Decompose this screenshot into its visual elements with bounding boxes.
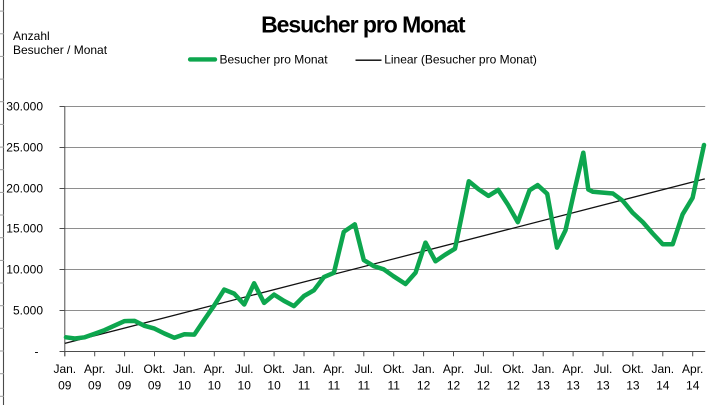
svg-text:20.000: 20.000 [6, 182, 43, 196]
svg-text:Jan.: Jan. [412, 362, 435, 376]
svg-text:12: 12 [447, 379, 461, 393]
svg-text:Besucher pro Monat: Besucher pro Monat [220, 53, 329, 67]
svg-text:09: 09 [58, 379, 72, 393]
svg-text:-: - [35, 345, 39, 359]
svg-text:13: 13 [596, 379, 610, 393]
svg-text:12: 12 [477, 379, 491, 393]
svg-text:5.000: 5.000 [13, 304, 43, 318]
svg-text:11: 11 [328, 379, 341, 393]
svg-text:Apr.: Apr. [682, 362, 703, 376]
svg-text:09: 09 [88, 379, 102, 393]
svg-text:13: 13 [626, 379, 640, 393]
svg-text:Jan.: Jan. [532, 362, 555, 376]
svg-text:Jul.: Jul. [594, 362, 613, 376]
svg-text:Okt.: Okt. [143, 362, 165, 376]
svg-text:12: 12 [417, 379, 431, 393]
svg-text:11: 11 [358, 379, 371, 393]
svg-text:Jan.: Jan. [53, 362, 76, 376]
svg-text:09: 09 [118, 379, 132, 393]
svg-text:11: 11 [298, 379, 311, 393]
svg-text:10.000: 10.000 [6, 263, 43, 277]
svg-text:Jan.: Jan. [173, 362, 196, 376]
svg-text:Okt.: Okt. [383, 362, 405, 376]
svg-text:30.000: 30.000 [6, 100, 43, 114]
svg-text:Besucher / Monat: Besucher / Monat [13, 43, 108, 57]
svg-text:Anzahl: Anzahl [13, 29, 50, 43]
svg-text:10: 10 [178, 379, 192, 393]
svg-text:Okt.: Okt. [622, 362, 644, 376]
svg-text:13: 13 [566, 379, 580, 393]
svg-text:10: 10 [267, 379, 281, 393]
svg-text:Apr.: Apr. [443, 362, 464, 376]
svg-text:Jul.: Jul. [235, 362, 254, 376]
svg-text:Besucher pro Monat: Besucher pro Monat [261, 12, 466, 38]
svg-text:Jul.: Jul. [115, 362, 134, 376]
svg-text:11: 11 [387, 379, 400, 393]
svg-text:Apr.: Apr. [323, 362, 344, 376]
svg-text:Jan.: Jan. [651, 362, 674, 376]
svg-text:Apr.: Apr. [204, 362, 225, 376]
svg-text:14: 14 [686, 379, 700, 393]
svg-text:15.000: 15.000 [6, 222, 43, 236]
svg-text:09: 09 [148, 379, 162, 393]
svg-text:Jan.: Jan. [293, 362, 316, 376]
svg-text:Apr.: Apr. [84, 362, 105, 376]
svg-text:10: 10 [238, 379, 252, 393]
svg-text:10: 10 [208, 379, 222, 393]
svg-text:13: 13 [537, 379, 551, 393]
svg-text:14: 14 [656, 379, 670, 393]
svg-text:Apr.: Apr. [562, 362, 583, 376]
svg-text:Jul.: Jul. [354, 362, 373, 376]
svg-text:Jul.: Jul. [474, 362, 493, 376]
svg-text:Linear (Besucher pro Monat): Linear (Besucher pro Monat) [384, 53, 537, 67]
svg-text:25.000: 25.000 [6, 141, 43, 155]
svg-text:12: 12 [507, 379, 521, 393]
svg-text:Okt.: Okt. [263, 362, 285, 376]
svg-text:Okt.: Okt. [502, 362, 524, 376]
